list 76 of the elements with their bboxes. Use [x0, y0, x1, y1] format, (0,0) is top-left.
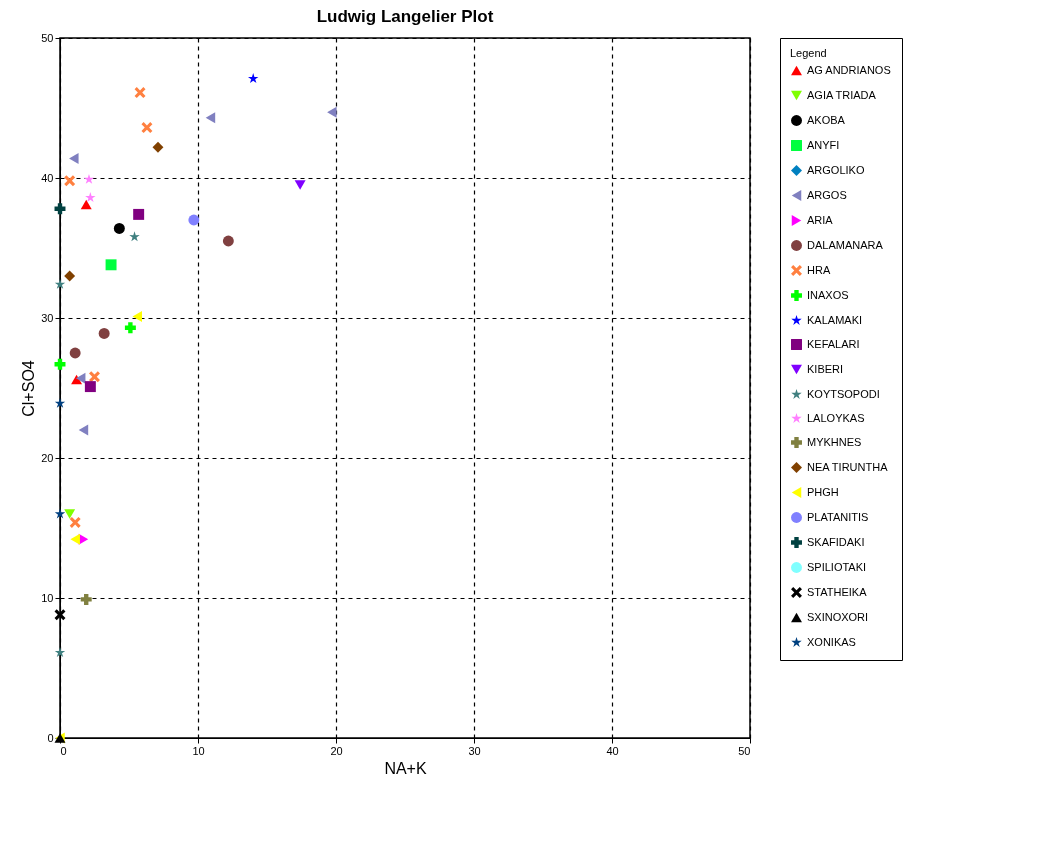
x-tick-label: 20	[330, 744, 343, 757]
legend-label: STATHEIKA	[807, 585, 868, 598]
legend-label: KALAMAKI	[807, 313, 863, 326]
point	[89, 371, 100, 383]
legend-label: KEFALARI	[807, 337, 860, 350]
legend-label: SXINOXORI	[807, 610, 869, 623]
point	[84, 381, 96, 393]
chart-title: Ludwig Langelier Plot	[316, 7, 494, 26]
y-tick-label: 10	[41, 591, 54, 604]
point	[222, 235, 234, 247]
legend-label: SKAFIDAKI	[807, 535, 865, 548]
point	[54, 508, 66, 519]
point	[80, 199, 92, 210]
point	[248, 73, 259, 84]
point	[327, 106, 337, 118]
point	[132, 311, 143, 323]
legend-label: ARIA	[807, 213, 834, 226]
point	[205, 112, 216, 124]
y-tick-label: 20	[41, 451, 54, 464]
point	[54, 397, 66, 408]
point	[113, 222, 125, 234]
legend-label: PLATANITIS	[807, 510, 869, 523]
point	[75, 372, 86, 384]
point	[85, 192, 96, 203]
point	[54, 609, 66, 621]
point	[78, 424, 89, 436]
point	[54, 278, 66, 289]
legend-label: KIBERI	[807, 362, 844, 375]
point	[133, 208, 145, 220]
point	[69, 152, 79, 164]
x-tick-label: 50	[738, 744, 751, 757]
legend-label: HRA	[807, 263, 831, 276]
legend-title: Legend	[790, 47, 827, 59]
y-tick-label: 40	[41, 171, 54, 184]
point	[124, 322, 136, 334]
legend-label: AKOBA	[807, 113, 846, 126]
legend-label: LALOYKAS	[807, 411, 865, 424]
legend-label: MYKHNES	[807, 435, 862, 448]
y-tick-label: 30	[41, 311, 54, 324]
point	[188, 214, 200, 226]
legend-label: AGIA TRIADA	[807, 88, 877, 101]
legend-label: INAXOS	[807, 288, 849, 301]
x-tick-label: 10	[192, 744, 205, 757]
point	[64, 175, 76, 187]
point	[134, 87, 146, 99]
x-tick-label: 30	[468, 744, 481, 757]
y-tick-label: 50	[41, 31, 54, 44]
point	[105, 259, 117, 271]
y-axis-title: Cl+SO4	[20, 360, 38, 417]
x-axis-title: NA+K	[384, 759, 427, 777]
legend-label: NEA TIRUNTHA	[807, 460, 889, 473]
x-tick-label: 0	[60, 744, 67, 757]
point	[70, 533, 80, 545]
legend-label: KOYTSOPODI	[807, 387, 880, 400]
point	[54, 647, 66, 658]
point	[129, 231, 140, 242]
x-tick-label: 40	[606, 744, 619, 757]
legend-label: AG ANDRIANOS	[807, 63, 891, 76]
point	[98, 327, 110, 339]
point	[83, 173, 95, 184]
legend-label: ARGOS	[807, 188, 847, 201]
y-tick-label: 0	[47, 731, 54, 744]
legend-label: XONIKAS	[807, 635, 856, 648]
legend-label: PHGH	[807, 485, 839, 498]
point	[64, 509, 76, 519]
point	[69, 347, 81, 359]
legend-label: ARGOLIKO	[807, 163, 865, 176]
legend-label: ANYFI	[807, 138, 840, 151]
point	[80, 593, 92, 605]
point	[152, 141, 164, 153]
point	[294, 180, 306, 190]
point	[69, 516, 81, 528]
point	[141, 122, 153, 134]
legend-label: DALAMANARA	[807, 238, 884, 251]
point	[64, 270, 76, 282]
legend-label: SPILIOTAKI	[807, 560, 867, 573]
